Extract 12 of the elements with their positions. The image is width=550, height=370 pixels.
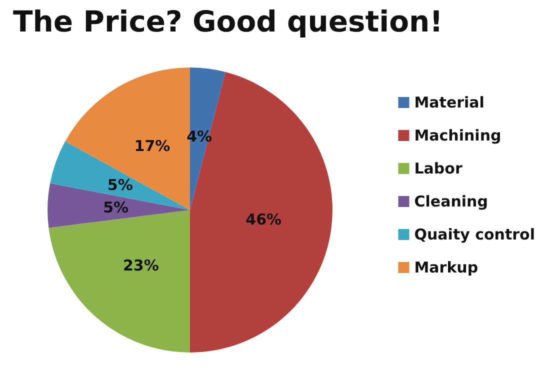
data-label: 5%	[103, 198, 129, 217]
legend-label: Cleaning	[414, 192, 488, 210]
legend-label: Labor	[414, 160, 463, 178]
data-label: 46%	[246, 210, 282, 228]
data-label: 5%	[107, 176, 133, 194]
legend-label: Quaity control	[414, 226, 536, 244]
chart-title: The Price? Good question!	[13, 4, 443, 38]
legend-label: Material	[414, 94, 484, 112]
data-label: 17%	[134, 137, 170, 156]
legend-label: Markup	[414, 258, 478, 276]
data-label: 23%	[122, 256, 159, 275]
legend-label: Machining	[414, 126, 502, 144]
